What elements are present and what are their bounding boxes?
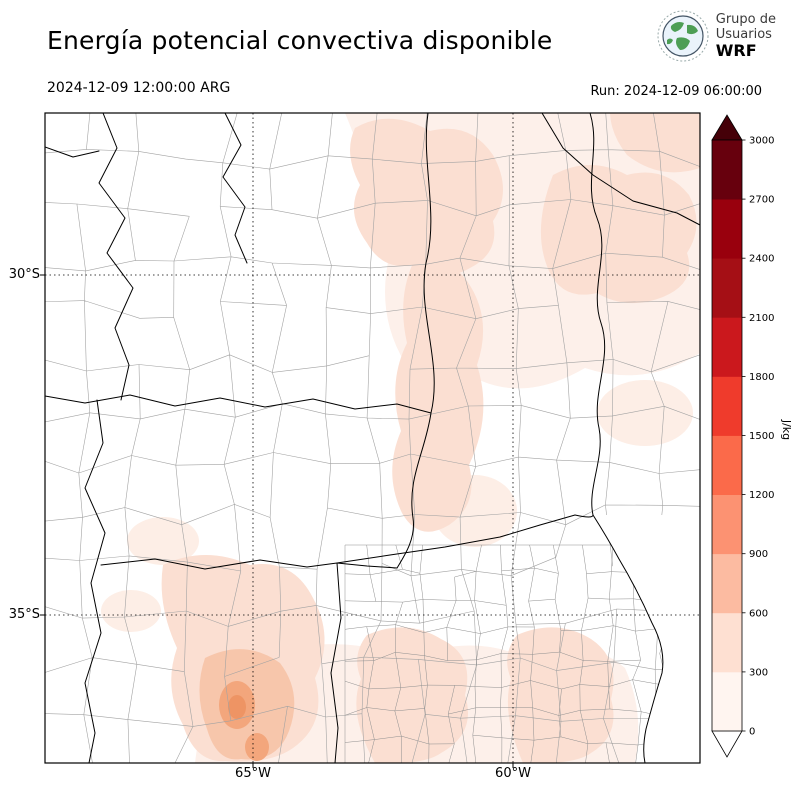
colorbar: 0 300 600 900 1200 1500 1800 2100 2400 2700 3000 J/… xyxy=(711,114,793,758)
svg-text:J/kg: J/kg xyxy=(780,419,793,440)
map-frame xyxy=(44,112,701,764)
svg-text:0: 0 xyxy=(749,727,755,738)
globe-icon xyxy=(657,10,709,62)
axis-ticks xyxy=(40,274,514,768)
svg-text:3000: 3000 xyxy=(749,136,774,147)
lat-lon-gridlines xyxy=(45,113,700,763)
svg-text:2400: 2400 xyxy=(749,254,774,265)
run-time-label: Run: 2024-12-09 06:00:00 xyxy=(590,84,762,99)
svg-text:1200: 1200 xyxy=(749,490,774,501)
lat-tick-35s: 35°S xyxy=(8,607,40,622)
rio-de-la-plata-water xyxy=(593,515,700,763)
lon-tick-60w: 60°W xyxy=(495,766,531,781)
department-boundaries xyxy=(45,113,700,763)
page-title: Energía potencial convectiva disponible xyxy=(47,26,553,55)
svg-text:1500: 1500 xyxy=(749,431,774,442)
province-borders xyxy=(45,113,700,763)
logo-text: Grupo de Usuarios WRF xyxy=(716,12,776,60)
logo-line-3: WRF xyxy=(715,41,757,60)
svg-text:2100: 2100 xyxy=(749,313,774,324)
logo-line-1: Grupo de xyxy=(715,12,776,27)
svg-text:900: 900 xyxy=(749,549,768,560)
svg-text:1800: 1800 xyxy=(749,372,774,383)
lon-tick-65w: 65°W xyxy=(235,766,271,781)
svg-text:600: 600 xyxy=(749,608,768,619)
cape-map xyxy=(40,112,701,768)
svg-text:300: 300 xyxy=(749,667,768,678)
svg-text:2700: 2700 xyxy=(749,195,774,206)
wrf-logo: Grupo de Usuarios WRF xyxy=(657,10,776,62)
lat-tick-30s: 30°S xyxy=(8,267,40,282)
logo-line-2: Usuarios xyxy=(715,27,772,42)
valid-time-label: 2024-12-09 12:00:00 ARG xyxy=(47,80,231,96)
